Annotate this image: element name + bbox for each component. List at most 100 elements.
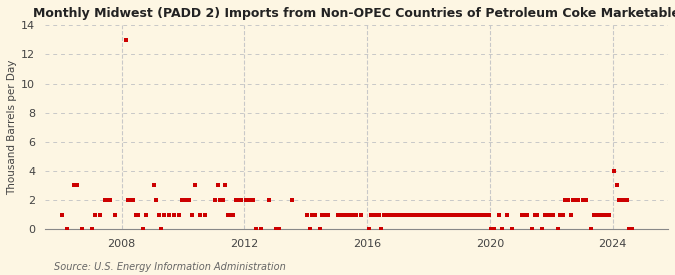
Point (529, 212, 540, 217)
Point (603, 212, 614, 217)
Point (220, 183, 231, 188)
Point (223, 212, 234, 217)
Point (406, 212, 417, 217)
Point (460, 212, 471, 217)
Point (568, 198, 578, 202)
Point (95, 212, 105, 217)
Point (120, 38, 131, 42)
Point (230, 198, 241, 202)
Point (148, 183, 159, 188)
Point (539, 212, 550, 217)
Point (350, 212, 361, 217)
Point (130, 212, 141, 217)
Point (366, 212, 377, 217)
Point (552, 227, 563, 231)
Point (396, 212, 407, 217)
Point (493, 212, 504, 217)
Point (422, 212, 433, 217)
Point (61, 227, 72, 231)
Point (383, 212, 394, 217)
Point (151, 198, 161, 202)
Point (263, 198, 274, 202)
Point (194, 212, 205, 217)
Point (619, 198, 630, 202)
Point (240, 198, 251, 202)
Point (246, 198, 256, 202)
Point (427, 212, 438, 217)
Point (140, 212, 151, 217)
Point (450, 212, 461, 217)
Point (376, 227, 387, 231)
Point (432, 212, 443, 217)
Point (179, 198, 190, 202)
Point (586, 227, 597, 231)
Point (133, 212, 144, 217)
Point (379, 212, 389, 217)
Point (356, 212, 367, 217)
Point (547, 212, 558, 217)
Point (286, 198, 297, 202)
Point (614, 198, 624, 202)
Point (532, 212, 543, 217)
Point (519, 212, 530, 217)
Point (417, 212, 428, 217)
Point (558, 212, 568, 217)
Point (476, 212, 487, 217)
Title: Monthly Midwest (PADD 2) Imports from Non-OPEC Countries of Petroleum Coke Marke: Monthly Midwest (PADD 2) Imports from No… (33, 7, 675, 20)
Point (404, 212, 415, 217)
Point (233, 198, 244, 202)
Point (176, 198, 187, 202)
Point (458, 212, 468, 217)
Point (486, 227, 497, 231)
Text: Source: U.S. Energy Information Administration: Source: U.S. Energy Information Administ… (54, 262, 286, 272)
Point (102, 198, 113, 202)
Point (516, 212, 527, 217)
Point (126, 198, 136, 202)
Point (212, 183, 223, 188)
Point (609, 169, 620, 173)
Point (455, 212, 466, 217)
Point (271, 227, 282, 231)
Point (335, 212, 346, 217)
Point (481, 212, 491, 217)
Point (156, 227, 167, 231)
Point (72, 183, 82, 188)
Point (189, 183, 200, 188)
Point (186, 212, 197, 217)
Point (199, 212, 210, 217)
Point (596, 212, 607, 217)
Point (235, 198, 246, 202)
Point (343, 212, 354, 217)
Point (248, 198, 259, 202)
Point (591, 212, 601, 217)
Point (307, 212, 318, 217)
Point (100, 198, 111, 202)
Point (392, 212, 402, 217)
Point (468, 212, 479, 217)
Point (624, 227, 634, 231)
Point (565, 212, 576, 217)
Point (169, 212, 180, 217)
Point (159, 212, 169, 217)
Point (483, 212, 494, 217)
Point (555, 212, 566, 217)
Point (412, 212, 423, 217)
Point (560, 198, 571, 202)
Point (225, 212, 236, 217)
Point (332, 212, 343, 217)
Point (210, 198, 221, 202)
Point (578, 198, 589, 202)
Point (302, 212, 313, 217)
Point (470, 212, 481, 217)
Point (526, 227, 537, 231)
Point (419, 212, 430, 217)
Point (466, 212, 477, 217)
Point (626, 227, 637, 231)
Point (394, 212, 404, 217)
Point (599, 212, 610, 217)
Point (182, 198, 192, 202)
Point (69, 183, 80, 188)
Point (437, 212, 448, 217)
Point (409, 212, 420, 217)
Point (77, 227, 88, 231)
